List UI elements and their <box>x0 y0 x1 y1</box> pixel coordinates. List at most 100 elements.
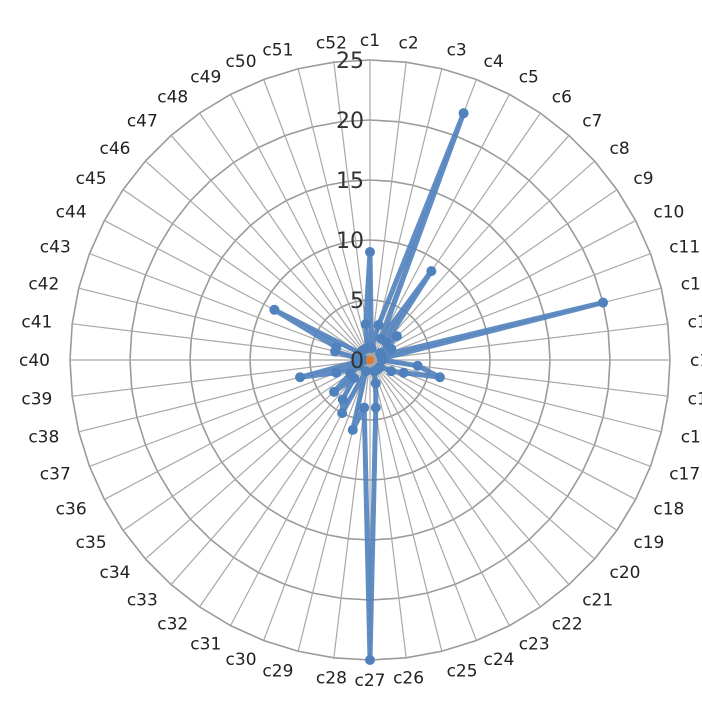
category-label-c2: c2 <box>398 33 418 53</box>
category-label-c22: c22 <box>552 614 583 634</box>
point-c15 <box>412 360 423 371</box>
point-c10 <box>386 343 397 354</box>
point-c1 <box>365 247 375 257</box>
category-label-c18: c18 <box>653 500 684 520</box>
category-label-c34: c34 <box>99 563 130 583</box>
category-label-c1: c1 <box>360 31 380 51</box>
spoke-c13 <box>369 323 668 361</box>
category-label-c32: c32 <box>157 614 188 634</box>
center-marker <box>366 356 374 364</box>
spoke-c35 <box>122 359 371 531</box>
point-c26 <box>370 402 381 413</box>
point-c3 <box>373 320 384 331</box>
point-c32 <box>337 394 348 405</box>
spoke-c48 <box>199 112 371 361</box>
point-c12 <box>598 297 609 308</box>
category-label-c51: c51 <box>262 40 293 60</box>
spoke-c39 <box>72 359 371 397</box>
category-label-c43: c43 <box>40 238 71 258</box>
spoke-c5 <box>369 94 510 361</box>
category-label-c30: c30 <box>226 650 257 670</box>
spoke-c51 <box>297 68 371 361</box>
category-label-c24: c24 <box>483 650 514 670</box>
spoke-c2 <box>369 62 407 361</box>
radial-tick-5: 5 <box>350 289 364 314</box>
point-c25 <box>370 378 381 389</box>
spoke-c33 <box>170 359 371 585</box>
category-label-c14: c14 <box>690 351 702 371</box>
point-c27 <box>365 655 375 665</box>
spoke-c9 <box>369 189 618 361</box>
category-label-c9: c9 <box>633 169 653 189</box>
spoke-c11 <box>369 253 651 361</box>
category-label-c36: c36 <box>56 500 87 520</box>
category-label-c13: c13 <box>688 312 702 332</box>
category-label-c40: c40 <box>19 351 50 371</box>
category-label-c20: c20 <box>610 563 641 583</box>
radial-tick-25: 25 <box>336 49 364 74</box>
point-c44 <box>269 304 280 315</box>
category-label-c48: c48 <box>157 88 188 108</box>
point-c6 <box>426 266 437 277</box>
category-label-c29: c29 <box>262 662 293 682</box>
category-label-c5: c5 <box>519 68 539 88</box>
category-label-c19: c19 <box>633 533 664 553</box>
point-c28 <box>359 402 370 413</box>
category-label-c10: c10 <box>653 202 684 222</box>
spoke-c41 <box>72 323 371 361</box>
point-c52 <box>360 319 371 330</box>
point-c16 <box>434 372 445 383</box>
spoke-c43 <box>89 253 371 361</box>
spoke-c10 <box>369 220 636 361</box>
category-label-c52: c52 <box>316 33 347 53</box>
spoke-c17 <box>369 359 651 467</box>
point-c8 <box>391 331 402 342</box>
category-label-c47: c47 <box>127 111 158 131</box>
spoke-c42 <box>78 287 371 361</box>
category-label-c33: c33 <box>127 591 158 611</box>
spoke-c18 <box>369 359 636 500</box>
spoke-c52 <box>333 62 371 361</box>
point-c35 <box>345 368 356 379</box>
category-label-c35: c35 <box>76 533 107 553</box>
spoke-c20 <box>369 359 595 560</box>
category-label-c3: c3 <box>447 40 467 60</box>
spoke-c36 <box>104 359 371 500</box>
category-label-c23: c23 <box>519 634 550 654</box>
point-c18 <box>386 366 397 377</box>
category-label-c50: c50 <box>226 52 257 72</box>
point-c7 <box>380 337 391 348</box>
point-c51 <box>362 343 373 354</box>
point-c24 <box>369 366 380 377</box>
category-label-c11: c11 <box>669 238 700 258</box>
radial-tick-10: 10 <box>336 229 364 254</box>
spoke-c46 <box>145 160 371 361</box>
category-label-c45: c45 <box>76 169 107 189</box>
point-c29 <box>347 424 358 435</box>
spoke-c7 <box>369 135 570 361</box>
category-label-c28: c28 <box>316 669 347 689</box>
category-label-c31: c31 <box>190 634 221 654</box>
spoke-c25 <box>369 359 443 652</box>
spoke-c30 <box>263 359 371 641</box>
radar-series-layer <box>269 108 609 665</box>
category-label-c17: c17 <box>669 464 700 484</box>
point-c38 <box>295 372 306 383</box>
point-c43 <box>331 342 342 353</box>
category-label-c4: c4 <box>483 52 503 72</box>
spoke-c16 <box>369 359 662 433</box>
spoke-c8 <box>369 160 595 361</box>
point-c34 <box>329 386 340 397</box>
category-label-c7: c7 <box>582 111 602 131</box>
radial-tick-labels: 0 5 10 15 20 25 <box>336 49 364 374</box>
point-c37 <box>331 367 342 378</box>
spoke-c47 <box>170 135 371 361</box>
category-label-c21: c21 <box>582 591 613 611</box>
point-c31 <box>337 408 348 419</box>
radial-tick-20: 20 <box>336 109 364 134</box>
spoke-c23 <box>369 359 510 626</box>
category-label-c41: c41 <box>21 312 52 332</box>
category-label-c46: c46 <box>99 139 130 159</box>
category-label-c37: c37 <box>40 464 71 484</box>
